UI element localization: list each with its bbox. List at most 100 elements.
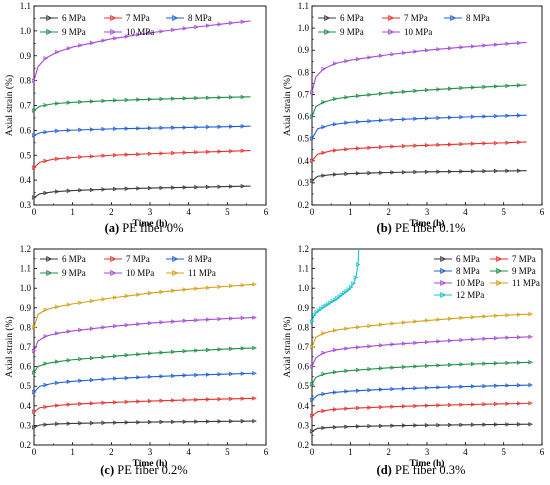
data-point [217, 396, 223, 402]
data-point [229, 418, 234, 424]
data-point [136, 351, 141, 357]
chart-panel-3: 0 1 2 3 4 5 6 0.2 0.3 0.4 0.5 0.6 0.7 0.8 0.9 1.0 1.1 1.2… [4, 244, 269, 477]
data-point [229, 148, 234, 154]
data-point [332, 61, 338, 66]
y-tick-label: 0.2 [298, 440, 309, 450]
chart-panel-1: 0 1 2 3 4 5 6 0.3 0.4 0.5 0.6 0.7 0.8 0.9 1.0 1.1 Time (… [4, 1, 269, 235]
data-point [319, 306, 324, 311]
data-point [217, 419, 223, 424]
data-point [321, 124, 326, 130]
data-point [194, 419, 199, 424]
data-point [459, 44, 464, 50]
series-8-mpa [31, 124, 251, 138]
data-point [113, 323, 118, 329]
data-point [355, 93, 361, 99]
data-point [447, 384, 453, 390]
data-point [516, 40, 522, 46]
legend-marker [110, 269, 117, 277]
legend-label: 10 MPa [126, 27, 154, 37]
data-point [66, 100, 72, 105]
data-point [147, 185, 153, 191]
data-point [229, 20, 234, 26]
series-line [33, 372, 255, 393]
data-point [470, 384, 476, 389]
data-point [240, 315, 246, 321]
y-tick-label: 0.4 [298, 156, 310, 166]
y-tick-label: 0.8 [298, 67, 310, 77]
data-point [136, 399, 141, 404]
data-point [229, 184, 234, 189]
series-line [311, 313, 531, 348]
data-point [447, 422, 453, 428]
data-point [101, 420, 107, 426]
data-point [89, 420, 95, 426]
legend-label: 12 MPa [456, 290, 484, 300]
legend-marker [450, 14, 457, 22]
legend-marker [496, 267, 503, 275]
y-tick-label: 0.7 [298, 89, 310, 99]
data-point [309, 344, 315, 350]
data-point [205, 347, 211, 353]
data-point [355, 367, 361, 373]
data-point [401, 386, 407, 391]
data-point [113, 376, 118, 381]
data-point [401, 404, 407, 409]
data-point [124, 420, 130, 425]
legend-label: 9 MPa [512, 266, 536, 276]
data-point [436, 169, 441, 174]
data-point [482, 361, 487, 366]
data-point [332, 297, 338, 303]
data-point [217, 316, 223, 322]
legend-marker [324, 28, 331, 36]
data-point [217, 124, 223, 130]
data-point [344, 368, 349, 374]
series-10-mpa [31, 19, 251, 83]
y-tick-label: 0.2 [20, 440, 31, 450]
data-point [240, 371, 246, 376]
data-point [332, 390, 338, 395]
data-point [171, 96, 176, 101]
data-point [367, 118, 372, 124]
data-point [447, 362, 453, 368]
legend-marker [440, 291, 447, 299]
legend-marker [324, 14, 331, 22]
x-tick-label: 2 [386, 447, 391, 457]
data-point [240, 346, 246, 351]
data-point [194, 24, 199, 30]
data-point [240, 418, 246, 424]
data-point [113, 126, 118, 132]
data-point [136, 292, 141, 297]
data-point [493, 168, 499, 174]
legend: 6 MPa 7 MPa 8 MPa 9 MPa 10 MPa [318, 13, 490, 37]
y-tick-label: 1.1 [298, 1, 309, 11]
data-point [401, 320, 407, 325]
series-line [311, 170, 527, 182]
y-tick-label: 1.1 [20, 264, 31, 274]
y-tick-label: 0.5 [298, 134, 310, 144]
data-point [516, 360, 522, 365]
series-6-mpa [31, 183, 251, 200]
data-point [447, 169, 453, 174]
data-point [470, 337, 476, 342]
legend-label: 8 MPa [188, 13, 212, 23]
data-point [378, 404, 384, 410]
data-point [447, 142, 453, 147]
data-point [252, 345, 257, 351]
data-point [66, 302, 72, 307]
data-point [344, 146, 349, 152]
series-line [33, 347, 255, 373]
data-point [424, 87, 430, 93]
data-point [31, 370, 37, 375]
data-point [66, 46, 72, 51]
data-point [351, 281, 356, 286]
legend-marker [46, 14, 53, 22]
data-point [66, 357, 72, 363]
data-point [66, 128, 72, 133]
series-line [311, 384, 531, 401]
data-point [436, 317, 441, 322]
data-point [159, 96, 165, 102]
data-point [367, 405, 372, 410]
data-point [78, 401, 83, 407]
data-point [147, 320, 153, 326]
data-point [217, 284, 223, 290]
